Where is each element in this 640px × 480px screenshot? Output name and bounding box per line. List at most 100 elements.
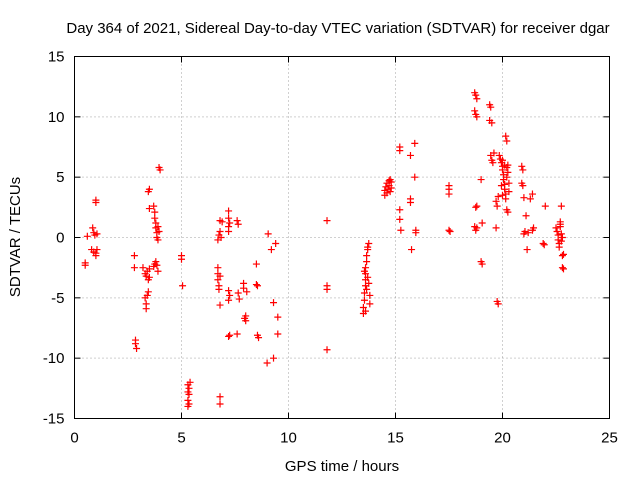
data-point	[555, 243, 563, 251]
data-point	[503, 137, 511, 145]
data-point	[473, 202, 481, 210]
data-point	[472, 91, 480, 99]
data-point	[359, 303, 367, 311]
data-point	[552, 224, 560, 232]
data-point	[360, 289, 368, 297]
data-point	[216, 301, 224, 309]
data-point	[505, 188, 513, 196]
data-point	[267, 246, 275, 254]
data-point	[186, 378, 194, 386]
data-point	[363, 258, 371, 266]
data-point	[472, 203, 480, 211]
data-point	[528, 226, 536, 234]
data-point	[274, 330, 282, 338]
x-tick-label: 25	[601, 430, 618, 447]
data-point	[365, 240, 373, 248]
data-point	[383, 189, 391, 197]
data-point	[492, 224, 500, 232]
data-point	[363, 285, 371, 293]
data-point	[539, 240, 547, 248]
data-point	[226, 219, 234, 227]
data-point	[156, 166, 164, 174]
data-series	[81, 89, 567, 410]
data-point	[243, 288, 251, 296]
data-point	[499, 191, 506, 199]
y-tick-labels: -15 -10 -5 0 5 10 15	[43, 49, 65, 428]
data-point	[142, 272, 150, 280]
data-point	[93, 246, 101, 254]
data-point	[144, 288, 152, 296]
data-point	[558, 234, 566, 241]
data-point	[411, 173, 419, 181]
data-point	[396, 143, 404, 151]
data-point	[505, 179, 513, 187]
data-point	[218, 218, 226, 226]
data-point	[411, 139, 419, 147]
data-point	[139, 264, 147, 272]
data-point	[130, 264, 138, 272]
data-point	[406, 199, 414, 207]
x-tick-label: 15	[387, 430, 404, 447]
data-point	[386, 188, 394, 196]
data-point	[445, 226, 453, 234]
data-point	[526, 195, 534, 203]
y-tick-label: -5	[51, 290, 64, 307]
data-point	[130, 252, 138, 260]
data-point	[363, 252, 371, 260]
data-point	[274, 313, 282, 321]
data-point	[216, 393, 224, 401]
data-point	[225, 207, 233, 215]
data-point	[490, 149, 498, 157]
data-point	[179, 282, 187, 290]
data-point	[216, 400, 224, 408]
data-point	[396, 206, 404, 214]
data-point	[477, 176, 485, 184]
data-point	[446, 227, 454, 235]
data-point	[492, 197, 500, 205]
data-point	[412, 229, 420, 237]
data-point	[518, 162, 526, 170]
data-point	[541, 202, 549, 210]
data-point	[323, 346, 331, 354]
data-point	[323, 285, 331, 293]
data-point	[234, 220, 242, 228]
data-point	[362, 307, 370, 315]
data-point	[499, 166, 506, 174]
data-point	[559, 265, 567, 273]
data-point	[397, 226, 405, 234]
data-point	[478, 260, 486, 268]
data-point	[153, 261, 161, 269]
data-point	[519, 166, 527, 174]
data-point	[472, 226, 480, 234]
data-point	[497, 182, 505, 190]
plot-frame	[74, 56, 610, 419]
data-point	[155, 227, 163, 235]
y-tick-label: 0	[56, 230, 64, 247]
data-point	[540, 241, 548, 249]
data-point	[504, 208, 512, 216]
data-point	[226, 291, 234, 299]
data-point	[252, 260, 260, 268]
data-point	[263, 359, 271, 367]
data-point	[478, 219, 486, 227]
data-point	[445, 190, 453, 198]
data-point	[520, 194, 528, 202]
x-tick-label: 10	[280, 430, 297, 447]
data-point	[406, 151, 414, 159]
data-point	[523, 246, 531, 254]
data-point	[501, 185, 509, 193]
data-point	[493, 202, 501, 210]
data-point	[145, 205, 153, 213]
chart-title: Day 364 of 2021, Sidereal Day-to-day VTE…	[66, 20, 609, 37]
data-point	[502, 195, 510, 203]
data-point	[558, 252, 566, 260]
data-point	[151, 214, 159, 222]
data-point	[178, 255, 185, 263]
data-point	[471, 107, 479, 115]
data-point	[184, 396, 192, 404]
y-tick-label: 10	[48, 109, 65, 126]
data-point	[487, 103, 495, 111]
data-point	[386, 176, 394, 184]
data-point	[252, 281, 260, 289]
